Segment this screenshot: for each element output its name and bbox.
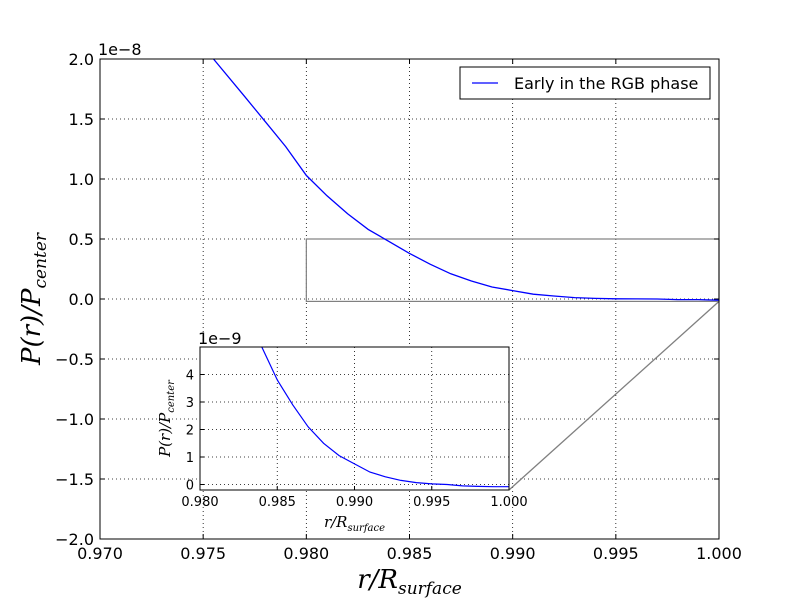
inset-series-group (261, 347, 509, 488)
inset-chart: 0.980 0.985 0.990 0.995 1.000 0 1 2 3 4 1e−9 r/Rs… (156, 329, 528, 534)
inset-x-tick-label: 1.000 (490, 495, 527, 510)
main-y-tick-label: 0.0 (69, 290, 94, 309)
main-y-axis-label: P(r)/Pcenter (17, 232, 51, 366)
main-y-tick-label: −0.5 (55, 350, 94, 369)
main-y-offset-text: 1e−8 (98, 40, 142, 59)
inset-x-axis-label: r/Rsurface (324, 513, 385, 534)
main-plot-frame (99, 58, 720, 540)
inset-x-tick-label: 0.980 (181, 495, 218, 510)
inset-x-tick-label: 0.985 (259, 495, 296, 510)
main-y-axis-label-sub: center (31, 232, 51, 288)
inset-x-axis-label-sub: surface (347, 523, 385, 534)
main-x-tick-label: 0.990 (490, 544, 536, 563)
inset-series-line (261, 347, 509, 488)
inset-y-tick-label: 3 (186, 396, 194, 411)
main-y-tick-label: 0.5 (69, 230, 94, 249)
legend: Early in the RGB phase (459, 66, 711, 100)
inset-x-axis-label-main: r/R (324, 513, 348, 531)
inset-y-tick-label: 2 (186, 424, 194, 439)
inset-y-axis-label-sub: center (166, 379, 177, 413)
main-x-tick-label: 0.985 (387, 544, 433, 563)
inset-background (200, 347, 509, 490)
legend-box (459, 66, 711, 100)
main-x-axis-label: r/Rsurface (357, 565, 462, 599)
main-y-tick-label: −1.0 (55, 410, 94, 429)
inset-y-tick-label: 4 (186, 369, 194, 384)
inset-y-axis-label-main: P(r)/P (156, 412, 174, 458)
main-y-tick-label: 2.0 (69, 50, 94, 69)
main-axis-ticks: 0.970 0.975 0.980 0.985 0.990 0.995 1.000 2.0 1.… (55, 50, 742, 563)
main-x-axis-label-sub: surface (398, 579, 462, 599)
zoom-box (305, 238, 720, 303)
main-x-tick-label: 1.000 (696, 544, 742, 563)
main-y-tick-label: 1.0 (69, 170, 94, 189)
main-x-tick-label: 0.970 (77, 544, 123, 563)
inset-x-tick-label: 0.990 (336, 495, 373, 510)
inset-x-tick-label: 0.995 (413, 495, 450, 510)
inset-y-tick-label: 0 (186, 479, 194, 494)
main-y-axis-label-main: P(r)/P (17, 288, 47, 366)
main-y-tick-label: −1.5 (55, 470, 94, 489)
main-x-axis-label-main: r/R (357, 565, 398, 595)
main-y-tick-label: −2.0 (55, 530, 94, 549)
inset-plot-frame (199, 346, 510, 491)
inset-y-axis-label: P(r)/Pcenter (156, 379, 177, 458)
inset-y-tick-label: 1 (186, 451, 194, 466)
main-x-tick-label: 0.980 (283, 544, 329, 563)
main-y-tick-label: 1.5 (69, 110, 94, 129)
inset-y-offset-text: 1e−9 (198, 329, 242, 348)
zoom-connector-line (508, 300, 720, 491)
legend-entry-label: Early in the RGB phase (514, 74, 698, 93)
main-series-group (212, 58, 720, 301)
main-x-tick-label: 0.995 (593, 544, 639, 563)
inset-axis-ticks: 0.980 0.985 0.990 0.995 1.000 0 1 2 3 4 (181, 369, 527, 511)
main-series-line (212, 58, 720, 301)
main-x-tick-label: 0.975 (180, 544, 226, 563)
